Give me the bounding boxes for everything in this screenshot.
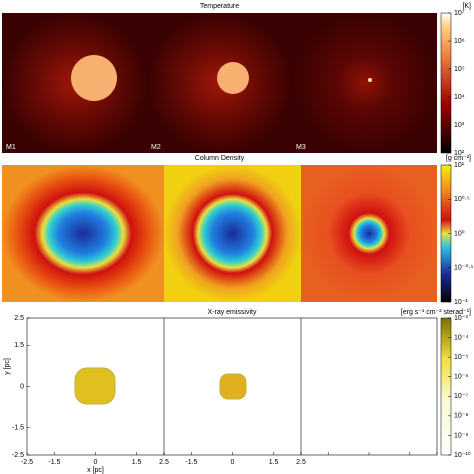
- colorbar-tick-label: 10⁻⁴: [454, 334, 469, 341]
- colorbar-tick-label: 10⁰·⁵: [454, 195, 470, 203]
- colorbar-tick-label: 10⁵: [454, 66, 465, 73]
- panel-label: M2: [151, 144, 161, 151]
- temperature-maps: [2, 13, 437, 153]
- panel-title: Temperature: [200, 3, 239, 10]
- x-tick-label: 2.5: [296, 459, 306, 466]
- x-tick-label: 0: [231, 459, 235, 466]
- colorbar-tick-label: 10⁻⁰·⁵: [454, 264, 474, 272]
- colorbar-tick-label: 10⁻¹⁰: [454, 451, 471, 459]
- hot-bubble: [368, 78, 372, 82]
- panel-label: M1: [6, 144, 16, 151]
- y-tick-label: 2.5: [14, 315, 24, 322]
- colorbar: [440, 317, 452, 456]
- colorbar-tick-label: 10⁻⁶: [454, 374, 468, 381]
- colorbar-tick-label: 10⁷: [454, 10, 465, 17]
- x-tick-label: 1.5: [132, 459, 142, 466]
- colorbar-tick-label: 10⁻⁹: [454, 432, 468, 439]
- colorbar-tick-label: 10⁶: [454, 38, 465, 45]
- xray-blob: [219, 373, 247, 400]
- map: [301, 165, 437, 302]
- hot-bubble: [71, 55, 117, 101]
- colorbar-tick-label: 10⁰: [454, 229, 465, 237]
- colorbar-unit: [g cm⁻²]: [446, 155, 471, 162]
- x-tick-label: -2.5: [21, 459, 33, 466]
- y-tick-label: -2.5: [12, 452, 24, 459]
- colorbar-tick-label: 10³: [454, 122, 465, 129]
- colorbar-unit: [erg s⁻¹ cm⁻² sterad⁻¹]: [401, 309, 471, 316]
- y-tick-label: 1.5: [14, 342, 24, 349]
- colorbar-unit: [K]: [462, 3, 471, 10]
- colorbar-tick-label: 10⁻⁵: [454, 354, 468, 361]
- panel-label: M3: [296, 144, 306, 151]
- colorbar-tick-label: 10⁻⁸: [454, 413, 468, 420]
- x-tick-label: 1.5: [269, 459, 279, 466]
- colorbar: [440, 12, 452, 154]
- x-tick-label: 0: [94, 459, 98, 466]
- colorbar-tick-label: 10⁴: [454, 94, 465, 101]
- colorbar-tick-label: 10²: [454, 150, 465, 157]
- panel-title: X-ray emissivity: [207, 309, 257, 316]
- column-density-maps: [2, 165, 437, 302]
- panel-title: Column Density: [195, 155, 245, 162]
- y-tick-label: 0: [20, 383, 24, 390]
- xray-maps: [26, 317, 438, 456]
- map: [164, 165, 301, 302]
- x-tick-label: -1.5: [185, 459, 197, 466]
- hot-bubble: [217, 62, 249, 94]
- x-tick-label: -1.5: [48, 459, 60, 466]
- y-tick-label: -1.5: [12, 424, 24, 431]
- map: [2, 165, 164, 302]
- y-axis-label: y [pc]: [4, 358, 11, 375]
- colorbar-tick-label: 10⁻⁷: [454, 393, 468, 400]
- colorbar-tick-label: 10⁻³: [454, 315, 468, 322]
- map: [292, 13, 437, 153]
- x-tick-label: 2.5: [159, 459, 169, 466]
- colorbar-tick-label: 10⁻¹: [454, 299, 468, 306]
- x-axis-label: x [pc]: [87, 467, 104, 474]
- xray-blob: [74, 367, 116, 405]
- colorbar-tick-label: 10¹: [454, 162, 465, 169]
